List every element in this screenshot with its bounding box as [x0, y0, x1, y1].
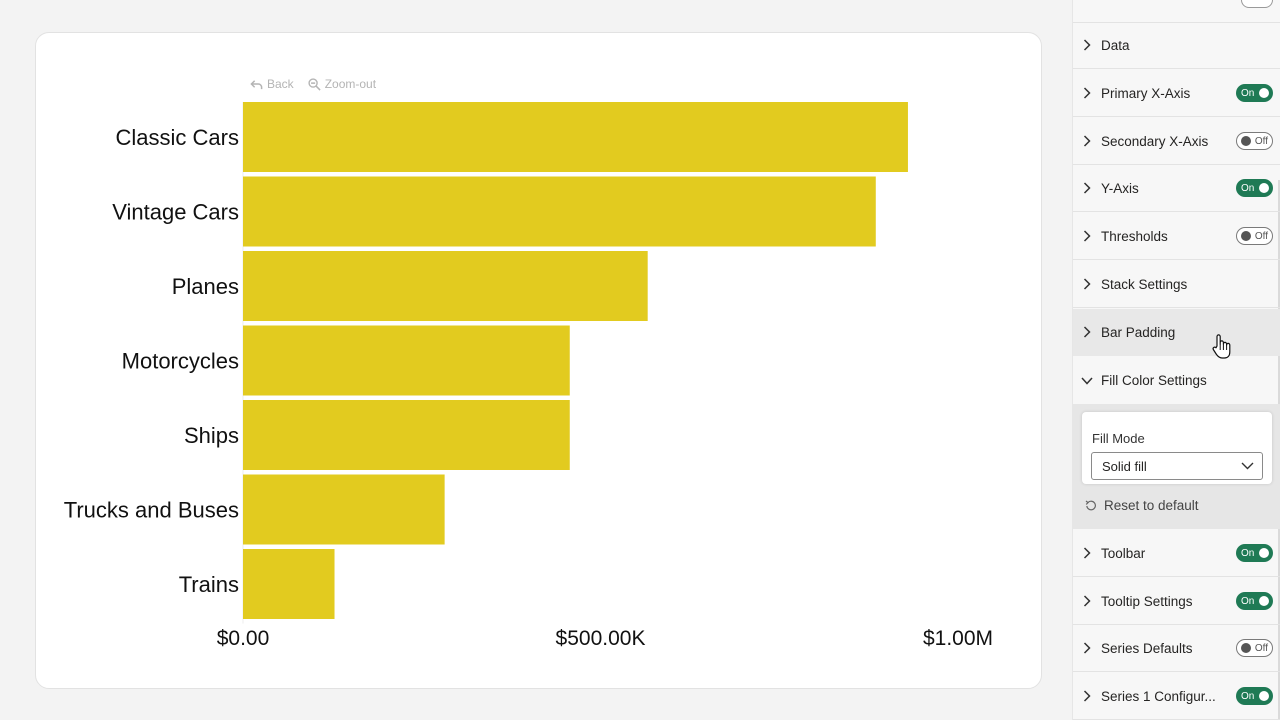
category-label: Trains — [179, 572, 239, 597]
bar-chart: Classic Cars Vintage Cars Planes Motorcycle… — [64, 102, 993, 650]
chart-visual[interactable]: Back Zoom-out Classic Cars Vintage Cars Pl… — [35, 32, 1042, 689]
pane-item-primary-x-axis[interactable]: Primary X-Axis On — [1073, 70, 1280, 117]
category-label: Vintage Cars — [112, 200, 239, 225]
pane-item-bar-padding[interactable]: Bar Padding — [1073, 309, 1280, 356]
pane-item-data[interactable]: Data — [1073, 22, 1280, 69]
category-label: Classic Cars — [116, 125, 239, 150]
chevron-right-icon — [1073, 690, 1101, 702]
bar-motorcycles[interactable] — [243, 325, 570, 396]
secondary-x-axis-toggle[interactable]: Off — [1236, 132, 1273, 150]
chevron-right-icon — [1073, 39, 1101, 51]
chevron-right-icon — [1073, 547, 1101, 559]
top-toggle[interactable] — [1241, 0, 1273, 8]
pane-item-label: Secondary X-Axis — [1101, 133, 1209, 149]
pane-item-label: Toolbar — [1101, 545, 1146, 561]
thresholds-toggle[interactable]: Off — [1236, 227, 1273, 245]
category-label: Ships — [184, 423, 239, 448]
toolbar-toggle[interactable]: On — [1236, 544, 1273, 562]
x-tick-label: $1.00M — [923, 627, 993, 650]
back-arrow-icon — [250, 79, 263, 89]
pane-item-secondary-x-axis[interactable]: Secondary X-Axis Off — [1073, 118, 1280, 165]
primary-x-axis-toggle[interactable]: On — [1236, 84, 1273, 102]
category-label: Trucks and Buses — [64, 498, 239, 523]
pane-item-fill-color-settings[interactable]: Fill Color Settings — [1073, 357, 1280, 404]
pane-top-row — [1073, 0, 1280, 23]
bar-trains[interactable] — [243, 549, 335, 619]
pane-item-label: Data — [1101, 37, 1130, 53]
pane-item-toolbar[interactable]: Toolbar On — [1073, 530, 1280, 577]
reset-icon — [1085, 500, 1096, 510]
pane-item-label: Tooltip Settings — [1101, 593, 1193, 609]
category-label: Motorcycles — [122, 349, 239, 374]
chevron-right-icon — [1073, 182, 1101, 194]
pane-item-label: Series 1 Configur... — [1101, 688, 1216, 704]
pane-item-label: Series Defaults — [1101, 640, 1193, 656]
chevron-down-icon — [1073, 376, 1101, 386]
chevron-right-icon — [1073, 87, 1101, 99]
back-button[interactable]: Back — [250, 77, 294, 91]
x-tick-label: $500.00K — [556, 627, 646, 650]
chevron-right-icon — [1073, 135, 1101, 147]
x-tick-label: $0.00 — [217, 627, 270, 650]
pane-item-label: Bar Padding — [1101, 324, 1176, 340]
hand-cursor-icon — [1212, 334, 1231, 359]
fill-mode-dropdown[interactable]: Solid fill — [1091, 452, 1263, 480]
chevron-right-icon — [1073, 326, 1101, 338]
zoom-out-label: Zoom-out — [324, 77, 377, 91]
pane-item-series-defaults[interactable]: Series Defaults Off — [1073, 625, 1280, 672]
bar-planes[interactable] — [243, 251, 648, 321]
reset-to-default-button[interactable]: Reset to default — [1085, 498, 1199, 513]
pane-item-label: Thresholds — [1101, 228, 1168, 244]
chevron-down-icon — [1241, 462, 1254, 470]
pane-item-y-axis[interactable]: Y-Axis On — [1073, 165, 1280, 212]
y-axis-toggle[interactable]: On — [1236, 179, 1273, 197]
zoom-out-button[interactable]: Zoom-out — [308, 77, 376, 91]
series-1-configur-toggle[interactable]: On — [1236, 687, 1273, 705]
bar-classic-cars[interactable] — [243, 102, 908, 172]
chevron-right-icon — [1073, 642, 1101, 654]
pane-item-label: Stack Settings — [1101, 276, 1188, 292]
pane-item-thresholds[interactable]: Thresholds Off — [1073, 213, 1280, 260]
fill-mode-label: Fill Mode — [1092, 431, 1145, 446]
reset-label: Reset to default — [1104, 498, 1199, 513]
chevron-right-icon — [1073, 278, 1101, 290]
zoom-out-icon — [308, 77, 321, 91]
format-pane: Data Primary X-Axis On Secondary X-Axis Off Y… — [1072, 0, 1280, 720]
pane-item-label: Primary X-Axis — [1101, 85, 1191, 101]
fill-color-settings-content: Fill Mode Solid fill Reset to default — [1073, 404, 1280, 529]
pane-item-label: Fill Color Settings — [1101, 373, 1207, 388]
pane-item-series-1-configur[interactable]: Series 1 Configur... On — [1073, 673, 1280, 720]
fill-mode-card: Fill Mode Solid fill — [1082, 412, 1272, 484]
chevron-right-icon — [1073, 595, 1101, 607]
bar-trucks-and-buses[interactable] — [243, 474, 445, 545]
pane-item-tooltip-settings[interactable]: Tooltip Settings On — [1073, 578, 1280, 625]
fill-mode-value: Solid fill — [1102, 458, 1147, 474]
bar-ships[interactable] — [243, 400, 570, 470]
tooltip-settings-toggle[interactable]: On — [1236, 592, 1273, 610]
pane-item-stack-settings[interactable]: Stack Settings — [1073, 261, 1280, 308]
back-label: Back — [267, 77, 294, 91]
category-label: Planes — [172, 274, 239, 299]
pane-item-label: Y-Axis — [1101, 180, 1139, 196]
series-defaults-toggle[interactable]: Off — [1236, 639, 1273, 657]
chevron-right-icon — [1073, 230, 1101, 242]
bar-vintage-cars[interactable] — [243, 176, 876, 247]
chart-toolbar: Back Zoom-out — [250, 77, 376, 91]
